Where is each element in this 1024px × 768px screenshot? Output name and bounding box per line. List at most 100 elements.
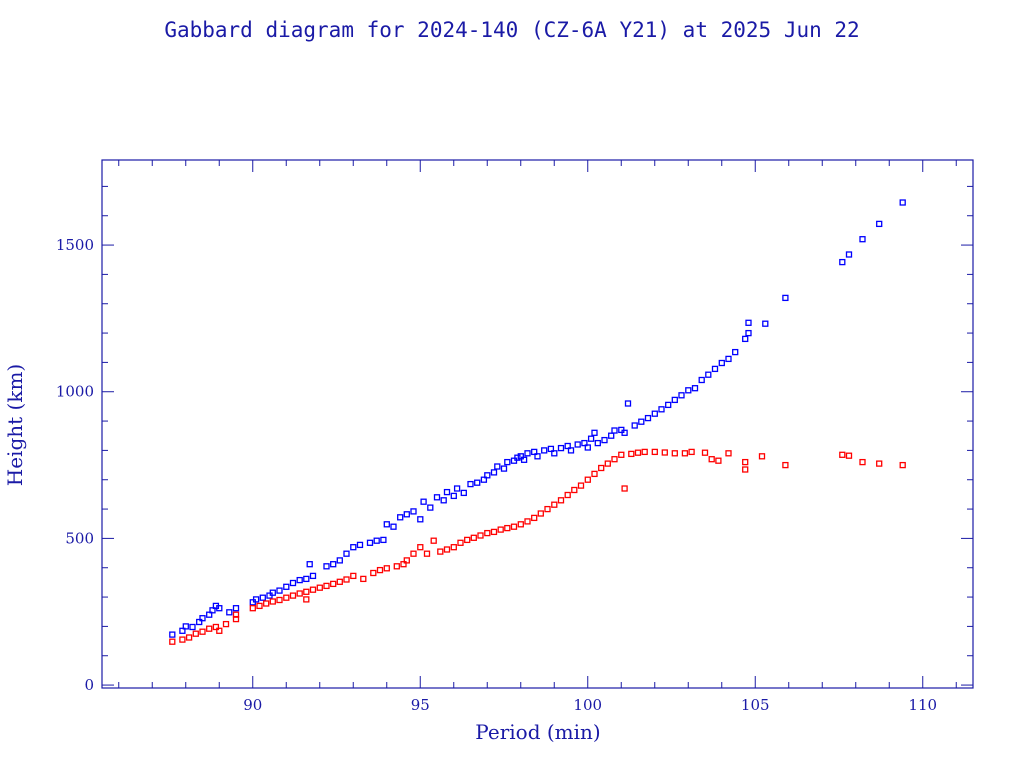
apogee-point: [500, 465, 508, 472]
perigee-point: [303, 596, 310, 603]
apogee-point: [380, 536, 387, 544]
apogee-point: [624, 400, 632, 407]
apogee-point: [691, 385, 699, 392]
apogee-point: [718, 359, 725, 367]
perigee-point: [289, 592, 297, 599]
perigee-point: [584, 476, 591, 483]
apogee-point: [356, 541, 364, 549]
perigee-point: [839, 451, 846, 458]
perigee-point: [634, 449, 642, 456]
apogee-point: [611, 427, 618, 434]
apogee-point: [467, 480, 474, 488]
apogee-point: [433, 494, 441, 501]
apogee-point: [306, 561, 313, 568]
apogee-point: [845, 251, 853, 258]
y-tick-label: 500: [65, 529, 94, 547]
plot-area: 90 95 100 105 110 0 500 1000 1500: [56, 159, 974, 714]
x-tick-label: 90: [243, 696, 262, 714]
perigee-point: [430, 537, 437, 544]
apogee-point: [762, 320, 769, 327]
apogee-point: [644, 414, 652, 422]
perigee-point: [249, 605, 256, 612]
apogee-point: [671, 396, 678, 404]
apogee-point: [591, 429, 598, 436]
perigee-point: [206, 625, 213, 632]
apogee-point: [336, 557, 343, 564]
perigee-point: [490, 528, 498, 536]
apogee-point: [551, 450, 558, 457]
perigee-point: [544, 505, 551, 513]
perigee-point: [661, 449, 668, 456]
perigee-point: [263, 600, 270, 607]
perigee-point: [309, 586, 317, 593]
apogee-point: [567, 447, 575, 454]
perigee-point: [524, 518, 531, 525]
perigee-point: [350, 572, 357, 580]
perigee-point: [403, 557, 410, 564]
perigee-point: [621, 485, 628, 492]
perigee-point: [557, 497, 565, 504]
perigee-point: [400, 561, 407, 568]
perigee-point: [876, 460, 883, 467]
apogee-point: [453, 485, 461, 492]
perigee-point: [343, 576, 350, 583]
apogee-point: [474, 479, 481, 486]
perigee-point: [179, 636, 186, 643]
perigee-point: [758, 453, 766, 460]
perigee-point: [185, 634, 193, 641]
perigee-point: [296, 590, 303, 597]
apogee-point: [494, 463, 501, 470]
perigee-point: [641, 448, 648, 456]
apogee-point: [621, 429, 628, 436]
apogee-point: [397, 514, 404, 521]
perigee-point: [537, 510, 544, 517]
apogee-point: [276, 587, 283, 594]
apogee-point: [564, 442, 571, 450]
apogee-point: [460, 489, 467, 497]
apogee-point: [289, 579, 297, 587]
apogee-point: [557, 444, 565, 452]
perigee-point: [510, 523, 518, 530]
apogee-point: [350, 544, 357, 551]
perigee-point: [484, 529, 491, 537]
apogee-point: [631, 422, 638, 429]
apogee-point: [383, 521, 390, 528]
perigee-point: [303, 588, 310, 595]
perigee-point: [551, 501, 558, 508]
perigee-point: [598, 464, 605, 472]
apogee-point: [226, 609, 233, 616]
perigee-point: [283, 594, 290, 601]
apogee-point: [296, 576, 303, 584]
perigee-point: [671, 450, 678, 457]
apogee-point: [343, 550, 350, 557]
apogee-point: [169, 631, 176, 638]
apogee-point: [490, 469, 498, 476]
apogee-point: [685, 387, 692, 394]
perigee-point: [688, 448, 695, 456]
apogee-point: [658, 406, 665, 413]
apogee-point: [269, 589, 276, 596]
y-tick-label: 1000: [56, 383, 94, 401]
perigee-point: [628, 450, 635, 458]
apogee-point: [732, 348, 739, 356]
perigee-point: [370, 569, 377, 577]
perigee-point: [470, 534, 477, 541]
perigee-point: [269, 598, 276, 605]
apogee-point: [584, 444, 591, 451]
apogee-point: [323, 563, 330, 570]
apogee-point: [608, 432, 615, 439]
perigee-point: [450, 544, 457, 551]
apogee-point: [209, 607, 216, 614]
perigee-point: [477, 532, 484, 539]
apogee-point: [196, 618, 203, 626]
apogee-point: [309, 572, 317, 580]
apogee-point: [782, 294, 789, 302]
apogee-point: [705, 371, 712, 378]
perigee-point: [701, 449, 709, 456]
apogee-point: [711, 365, 719, 373]
apogee-point: [179, 627, 186, 634]
plot-frame: [101, 159, 974, 689]
perigee-point: [611, 456, 618, 463]
apogee-point: [443, 488, 451, 496]
